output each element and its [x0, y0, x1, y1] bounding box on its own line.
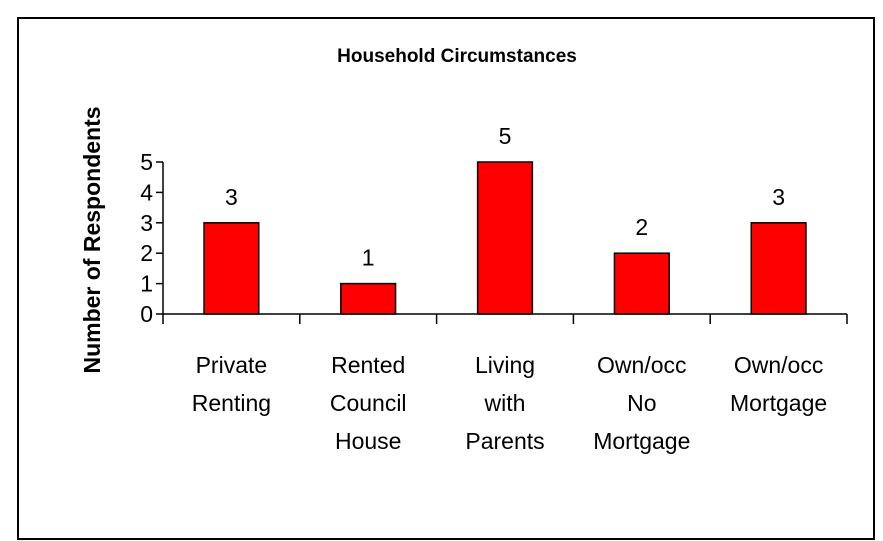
x-tick-label: Rented [331, 352, 405, 378]
value-label: 1 [362, 245, 375, 271]
value-label: 3 [225, 184, 238, 210]
bar [340, 282, 397, 315]
x-tick-label: Living [475, 352, 535, 378]
bar [750, 222, 807, 315]
x-tick-label: Private [196, 352, 268, 378]
bar [476, 161, 534, 315]
value-label: 2 [635, 214, 648, 240]
y-tick-label: 4 [140, 179, 153, 205]
x-tick-label: Mortgage [730, 390, 827, 416]
x-tick-label: Council [330, 390, 407, 416]
value-label: 5 [499, 123, 512, 149]
x-tick-label: Renting [192, 390, 271, 416]
x-tick-label: No [627, 390, 656, 416]
bar [203, 222, 260, 315]
chart-title: Household Circumstances [337, 46, 577, 67]
x-tick-label: Parents [465, 428, 544, 454]
x-tick-label: Own/occ [597, 352, 686, 378]
x-tick-label: Own/occ [734, 352, 823, 378]
y-tick-label: 3 [140, 210, 153, 236]
x-tick-label: House [335, 428, 401, 454]
y-tick-label: 2 [140, 240, 153, 266]
x-tick-label: Mortgage [593, 428, 690, 454]
chart-border [17, 17, 875, 540]
bar [613, 252, 670, 315]
y-axis-label: Number of Respondents [79, 106, 105, 373]
x-tick-label: with [484, 390, 526, 416]
y-tick-label: 0 [140, 301, 153, 327]
y-tick-label: 5 [140, 149, 153, 175]
value-label: 3 [772, 184, 785, 210]
y-tick-label: 1 [140, 271, 153, 297]
